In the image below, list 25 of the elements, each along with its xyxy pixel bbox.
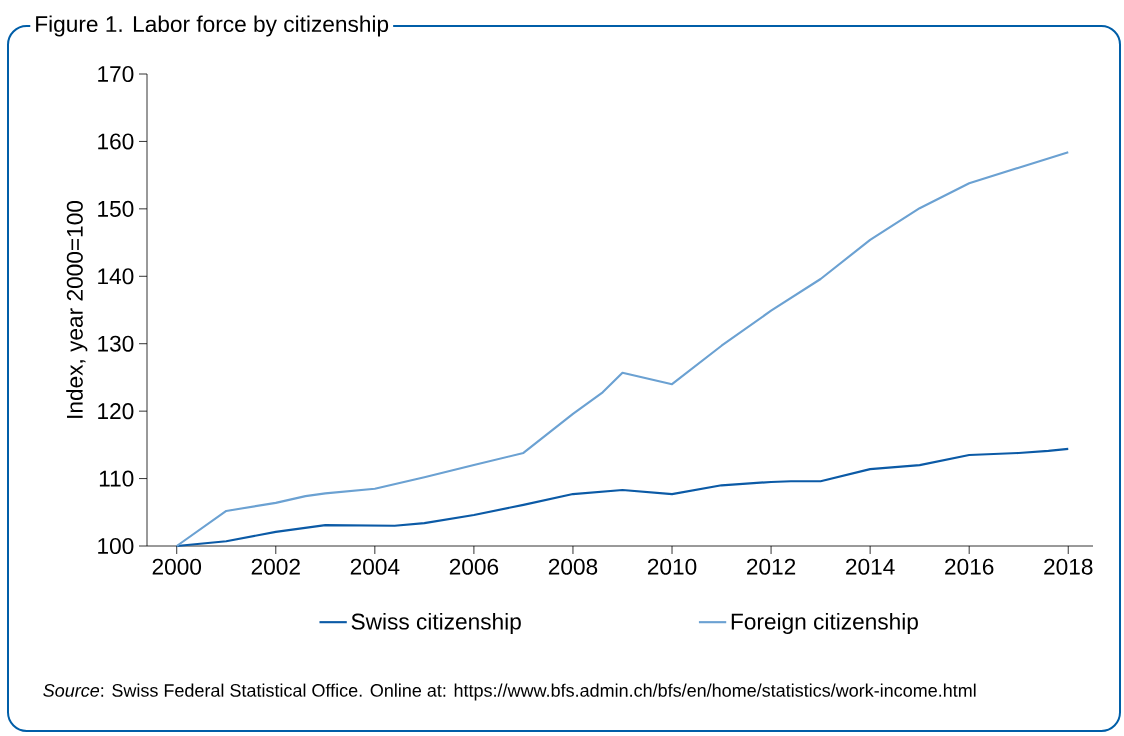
- x-tick-label: 2008: [548, 558, 598, 575]
- line-series: [175, 447, 1070, 548]
- y-tick-label: 160: [98, 133, 134, 150]
- y-axis-title: Index, year 2000=100: [66, 200, 88, 418]
- y-tick-label: 130: [98, 335, 134, 352]
- line-series: [175, 151, 1070, 548]
- x-tick-label: 2000: [152, 558, 202, 575]
- y-tick-label: 100: [98, 537, 134, 555]
- y-tick-label: 120: [98, 403, 134, 420]
- x-tick-label: 2002: [251, 558, 300, 575]
- y-tick-label: 110: [99, 470, 134, 487]
- x-tick-label: 2006: [449, 558, 499, 575]
- x-tick-label: 2004: [350, 558, 400, 575]
- legend-label: Swiss citizenship: [351, 612, 521, 635]
- x-tick-label: 2018: [1044, 558, 1093, 575]
- y-tick-label: 150: [98, 200, 134, 217]
- x-tick-label: 2012: [747, 558, 796, 575]
- text: Source: Swiss Federal Statistical Office. Online at: https://www.bfs.admin.ch/bfs/en/home/statistics/work-income.html: [43, 683, 976, 701]
- x-tick-label: 2010: [647, 558, 697, 575]
- chart-title: Figure 1. Labor force by citizenship: [36, 15, 389, 37]
- x-tick-label: 2014: [846, 558, 895, 575]
- y-tick-label: 140: [98, 268, 134, 285]
- y-tick-label: 170: [98, 65, 134, 83]
- x-tick-label: 2016: [945, 558, 994, 575]
- legend-label: Foreign citizenship: [731, 612, 918, 635]
